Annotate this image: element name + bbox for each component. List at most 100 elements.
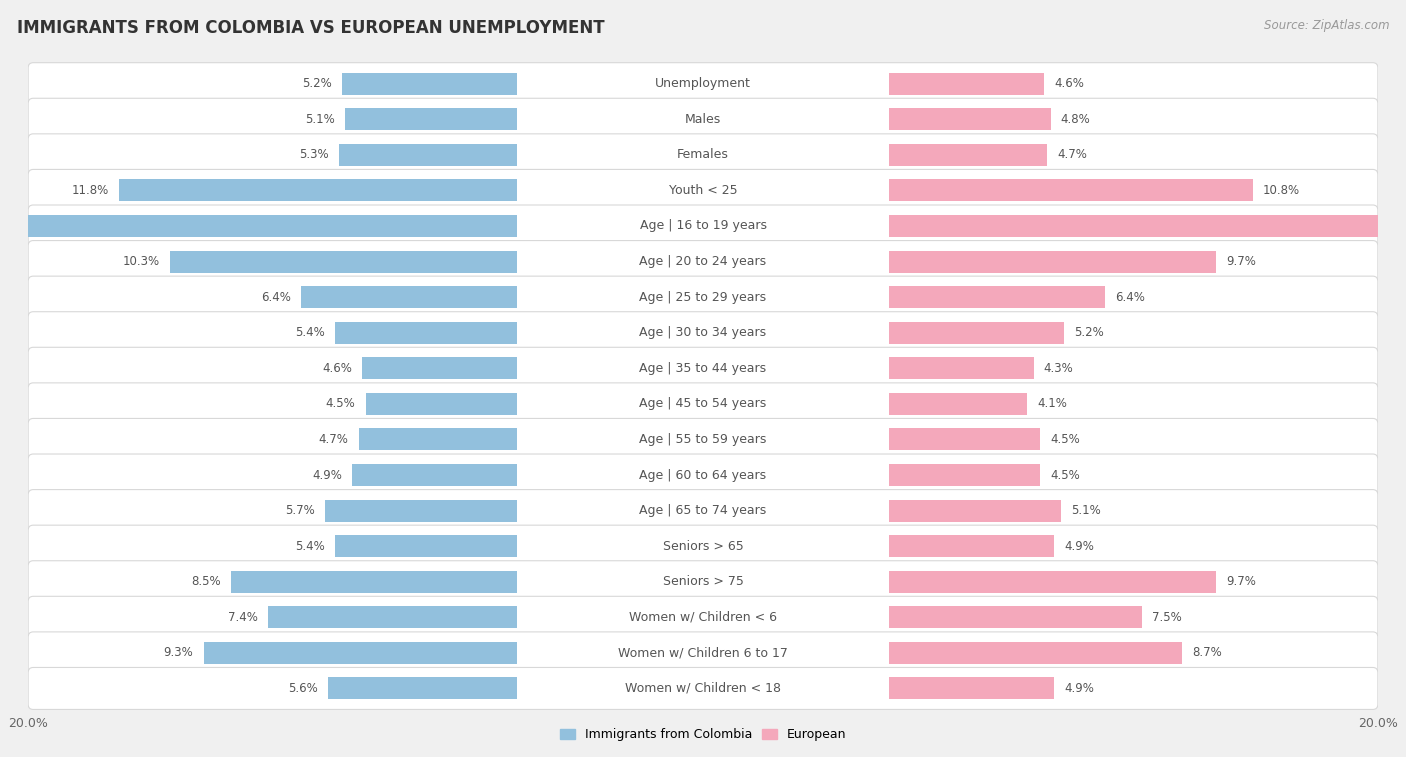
Bar: [120, 179, 517, 201]
Text: 4.1%: 4.1%: [1038, 397, 1067, 410]
FancyBboxPatch shape: [28, 98, 1378, 140]
Bar: [889, 678, 1054, 699]
Text: Women w/ Children < 6: Women w/ Children < 6: [628, 611, 778, 624]
FancyBboxPatch shape: [28, 134, 1378, 176]
Text: Age | 65 to 74 years: Age | 65 to 74 years: [640, 504, 766, 517]
Bar: [352, 464, 517, 486]
FancyBboxPatch shape: [28, 668, 1378, 709]
Bar: [889, 642, 1182, 664]
Bar: [342, 73, 517, 95]
Text: Males: Males: [685, 113, 721, 126]
Text: 4.5%: 4.5%: [1050, 469, 1080, 481]
Bar: [329, 678, 517, 699]
Bar: [0, 215, 517, 237]
Text: 5.6%: 5.6%: [288, 682, 318, 695]
Bar: [335, 322, 517, 344]
Bar: [889, 357, 1033, 379]
Text: 4.7%: 4.7%: [1057, 148, 1087, 161]
Text: 4.9%: 4.9%: [1064, 682, 1094, 695]
Bar: [346, 108, 517, 130]
Text: Women w/ Children 6 to 17: Women w/ Children 6 to 17: [619, 646, 787, 659]
Bar: [889, 144, 1047, 166]
FancyBboxPatch shape: [28, 63, 1378, 104]
Text: 9.7%: 9.7%: [1226, 255, 1256, 268]
Bar: [204, 642, 517, 664]
Text: 4.6%: 4.6%: [322, 362, 352, 375]
Text: Seniors > 65: Seniors > 65: [662, 540, 744, 553]
Text: 9.3%: 9.3%: [163, 646, 194, 659]
Bar: [325, 500, 517, 522]
FancyBboxPatch shape: [28, 170, 1378, 211]
Text: Youth < 25: Youth < 25: [669, 184, 737, 197]
Bar: [301, 286, 517, 308]
Bar: [889, 535, 1054, 557]
Text: 4.9%: 4.9%: [1064, 540, 1094, 553]
Bar: [359, 428, 517, 450]
Bar: [889, 322, 1064, 344]
Text: 5.7%: 5.7%: [285, 504, 315, 517]
Bar: [889, 215, 1406, 237]
Bar: [889, 464, 1040, 486]
Bar: [267, 606, 517, 628]
Text: 4.6%: 4.6%: [1054, 77, 1084, 90]
Bar: [889, 286, 1105, 308]
Bar: [366, 393, 517, 415]
Text: 7.4%: 7.4%: [228, 611, 257, 624]
Text: 7.5%: 7.5%: [1152, 611, 1181, 624]
Text: 5.4%: 5.4%: [295, 540, 325, 553]
Bar: [335, 535, 517, 557]
Text: Seniors > 75: Seniors > 75: [662, 575, 744, 588]
FancyBboxPatch shape: [28, 525, 1378, 567]
FancyBboxPatch shape: [28, 241, 1378, 282]
Text: 11.8%: 11.8%: [72, 184, 110, 197]
Text: Age | 25 to 29 years: Age | 25 to 29 years: [640, 291, 766, 304]
Text: Age | 20 to 24 years: Age | 20 to 24 years: [640, 255, 766, 268]
Text: 6.4%: 6.4%: [262, 291, 291, 304]
Bar: [339, 144, 517, 166]
Bar: [889, 393, 1026, 415]
Bar: [889, 606, 1142, 628]
Bar: [889, 108, 1050, 130]
FancyBboxPatch shape: [28, 383, 1378, 425]
FancyBboxPatch shape: [28, 454, 1378, 496]
Text: Women w/ Children < 18: Women w/ Children < 18: [626, 682, 780, 695]
FancyBboxPatch shape: [28, 490, 1378, 531]
FancyBboxPatch shape: [28, 561, 1378, 603]
Text: 6.4%: 6.4%: [1115, 291, 1144, 304]
Text: 4.5%: 4.5%: [326, 397, 356, 410]
Text: 5.2%: 5.2%: [1074, 326, 1104, 339]
FancyBboxPatch shape: [28, 419, 1378, 460]
Text: 9.7%: 9.7%: [1226, 575, 1256, 588]
Text: Age | 45 to 54 years: Age | 45 to 54 years: [640, 397, 766, 410]
Text: Age | 55 to 59 years: Age | 55 to 59 years: [640, 433, 766, 446]
Text: Unemployment: Unemployment: [655, 77, 751, 90]
Text: Females: Females: [678, 148, 728, 161]
Bar: [889, 500, 1060, 522]
Bar: [170, 251, 517, 273]
Text: 5.1%: 5.1%: [1071, 504, 1101, 517]
Text: 5.3%: 5.3%: [299, 148, 329, 161]
Legend: Immigrants from Colombia, European: Immigrants from Colombia, European: [560, 728, 846, 741]
Text: 10.3%: 10.3%: [122, 255, 160, 268]
FancyBboxPatch shape: [28, 597, 1378, 638]
Text: 5.1%: 5.1%: [305, 113, 335, 126]
FancyBboxPatch shape: [28, 276, 1378, 318]
Text: IMMIGRANTS FROM COLOMBIA VS EUROPEAN UNEMPLOYMENT: IMMIGRANTS FROM COLOMBIA VS EUROPEAN UNE…: [17, 19, 605, 37]
Bar: [889, 571, 1216, 593]
Text: 4.5%: 4.5%: [1050, 433, 1080, 446]
Bar: [889, 428, 1040, 450]
Bar: [363, 357, 517, 379]
Bar: [889, 251, 1216, 273]
Bar: [231, 571, 517, 593]
Text: Source: ZipAtlas.com: Source: ZipAtlas.com: [1264, 19, 1389, 32]
Text: 4.9%: 4.9%: [312, 469, 342, 481]
Bar: [889, 73, 1043, 95]
Text: Age | 60 to 64 years: Age | 60 to 64 years: [640, 469, 766, 481]
FancyBboxPatch shape: [28, 205, 1378, 247]
FancyBboxPatch shape: [28, 312, 1378, 354]
Text: Age | 30 to 34 years: Age | 30 to 34 years: [640, 326, 766, 339]
Text: 8.5%: 8.5%: [191, 575, 221, 588]
Text: 4.7%: 4.7%: [319, 433, 349, 446]
Text: Age | 35 to 44 years: Age | 35 to 44 years: [640, 362, 766, 375]
FancyBboxPatch shape: [28, 632, 1378, 674]
